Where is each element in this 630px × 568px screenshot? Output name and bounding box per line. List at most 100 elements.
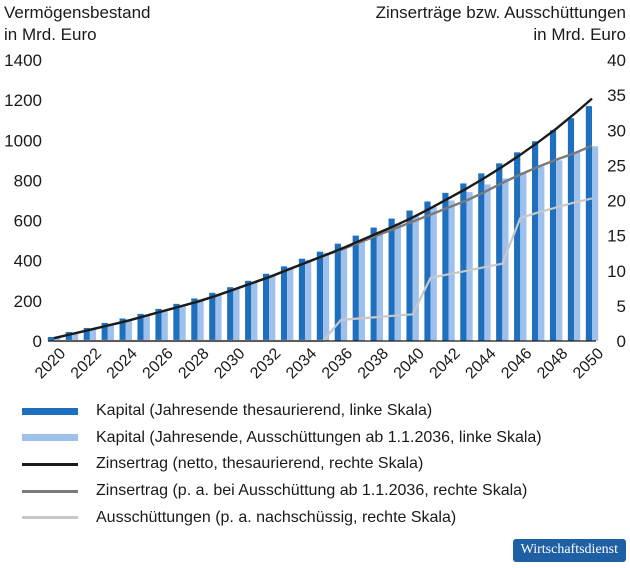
legend-swatch-dark-blue-bar [22, 407, 78, 415]
y-axis-right-title: Zinserträge bzw. Ausschüttungen in Mrd. … [375, 3, 626, 44]
bar-kapital-ausschuettung [107, 323, 114, 341]
x-tick-label: 2030 [211, 345, 248, 382]
legend-label: Kapital (Jahresende, Ausschüttungen ab 1… [96, 428, 542, 446]
bar-kapital-ausschuettung [376, 231, 383, 341]
legend-item-kapital-ausschuettung: Kapital (Jahresende, Ausschüttungen ab 1… [22, 425, 542, 452]
bar-kapital-thesaurierend [101, 322, 108, 341]
x-tick-label: 2048 [534, 345, 571, 382]
y-left-tick-label: 600 [14, 212, 42, 231]
bar-kapital-ausschuettung [592, 146, 599, 341]
bar-kapital-thesaurierend [209, 292, 216, 341]
x-tick-label: 2046 [498, 345, 535, 382]
y-right-tick-label: 5 [617, 297, 626, 316]
x-tick-label: 2022 [68, 345, 105, 382]
bar-kapital-thesaurierend [155, 308, 162, 341]
x-tick-label: 2036 [319, 345, 356, 382]
bar-kapital-thesaurierend [83, 327, 90, 341]
y-right-tick-label: 15 [607, 227, 626, 246]
bar-kapital-ausschuettung [54, 337, 61, 341]
bar-kapital-thesaurierend [424, 201, 431, 341]
bar-kapital-thesaurierend [245, 280, 252, 341]
bar-kapital-ausschuettung [430, 206, 437, 341]
bar-kapital-ausschuettung [448, 200, 455, 341]
bar-kapital-thesaurierend [567, 118, 575, 341]
bar-kapital-ausschuettung [538, 166, 545, 341]
y-right-tick-label: 10 [607, 262, 626, 281]
bar-kapital-ausschuettung [251, 281, 258, 341]
y-right-tick-label: 40 [607, 51, 626, 70]
bar-kapital-ausschuettung [89, 328, 97, 341]
bar-kapital-ausschuettung [520, 172, 527, 341]
x-tick-label: 2044 [462, 345, 499, 382]
bar-kapital-thesaurierend [406, 210, 413, 341]
x-tick-label: 2024 [104, 345, 141, 382]
bar-kapital-thesaurierend [532, 141, 539, 341]
bar-kapital-thesaurierend [47, 336, 54, 341]
bar-kapital-thesaurierend [119, 318, 126, 341]
bar-kapital-thesaurierend [316, 251, 323, 341]
x-tick-label: 2034 [283, 345, 320, 382]
bar-kapital-thesaurierend [191, 298, 198, 341]
x-tick-label: 2026 [140, 345, 177, 382]
y-right-tick-label: 25 [607, 156, 626, 175]
bar-kapital-ausschuettung [484, 184, 491, 341]
bar-kapital-ausschuettung [179, 304, 186, 341]
bar-kapital-thesaurierend [478, 173, 485, 341]
y-right-tick-label: 0 [617, 332, 626, 351]
chart-area: 0 200 400 600 800 1000 1200 1400 0 5 10 15 20 25 30 35 4… [4, 51, 626, 382]
bar-kapital-thesaurierend [280, 266, 288, 341]
bar-kapital-ausschuettung [197, 299, 204, 341]
legend-label: Kapital (Jahresende thesaurierend, linke… [96, 402, 433, 420]
legend-item-zinsertrag-ausschuettung: Zinsertrag (p. a. bei Ausschüttung ab 1.… [22, 478, 542, 505]
bar-kapital-thesaurierend [137, 313, 144, 341]
legend-swatch-light-grey-line [22, 516, 78, 520]
y-axis-left-title: Vermögensbestand in Mrd. Euro [4, 3, 151, 44]
y-right-tick-label: 20 [607, 192, 626, 211]
bar-kapital-thesaurierend [388, 218, 395, 341]
y-left-tick-label: 1400 [4, 51, 42, 70]
legend: Kapital (Jahresende thesaurierend, linke… [22, 398, 542, 531]
bar-kapital-ausschuettung [71, 332, 79, 341]
y-left-tick-label: 1200 [4, 91, 42, 110]
bar-kapital-thesaurierend [173, 303, 180, 341]
legend-swatch-light-blue-bar [22, 434, 78, 442]
bar-kapital-thesaurierend [370, 227, 377, 341]
bar-kapital-ausschuettung [143, 314, 150, 341]
y-right-tick-label: 35 [607, 86, 626, 105]
legend-item-kapital-thesaurierend: Kapital (Jahresende thesaurierend, linke… [22, 398, 542, 425]
bar-kapital-thesaurierend [298, 258, 306, 341]
bar-kapital-ausschuettung [340, 246, 348, 341]
legend-label: Ausschüttungen (p. a. nachschüssig, rech… [96, 508, 457, 526]
x-tick-label: 2042 [427, 345, 464, 382]
legend-item-ausschuettungen: Ausschüttungen (p. a. nachschüssig, rech… [22, 504, 542, 531]
bar-kapital-thesaurierend [352, 235, 359, 341]
bar-kapital-thesaurierend [514, 152, 521, 341]
legend-swatch-black-line [22, 462, 78, 466]
y-left-tick-label: 1000 [4, 131, 42, 150]
bar-kapital-thesaurierend [460, 183, 467, 341]
bar-kapital-ausschuettung [574, 152, 581, 341]
y-left-tick-label: 200 [14, 292, 42, 311]
bar-kapital-ausschuettung [502, 178, 509, 341]
bar-kapital-thesaurierend [585, 106, 592, 342]
x-tick-label: 2032 [247, 345, 284, 382]
legend-item-zinsertrag-netto: Zinsertrag (netto, thesaurierend, rechte… [22, 451, 542, 478]
bar-kapital-ausschuettung [412, 215, 419, 341]
bar-kapital-ausschuettung [323, 252, 330, 341]
bar-kapital-thesaurierend [334, 243, 341, 341]
x-tick-label: 2028 [175, 345, 212, 382]
legend-label: Zinsertrag (p. a. bei Ausschüttung ab 1.… [96, 482, 528, 500]
bar-kapital-thesaurierend [442, 192, 449, 341]
bar-kapital-ausschuettung [161, 309, 168, 341]
x-tick-label: 2038 [355, 345, 392, 382]
bar-kapital-ausschuettung [305, 259, 312, 341]
bar-kapital-ausschuettung [287, 267, 294, 341]
publisher-badge: Wirtschaftsdienst [512, 539, 626, 562]
legend-label: Zinsertrag (netto, thesaurierend, rechte… [96, 455, 424, 473]
bar-kapital-thesaurierend [496, 163, 503, 341]
bar-kapital-ausschuettung [269, 274, 276, 341]
y-left-tick-label: 800 [14, 171, 42, 190]
bar-kapital-thesaurierend [65, 331, 72, 341]
bar-kapital-ausschuettung [125, 319, 132, 341]
bar-kapital-ausschuettung [215, 293, 222, 341]
